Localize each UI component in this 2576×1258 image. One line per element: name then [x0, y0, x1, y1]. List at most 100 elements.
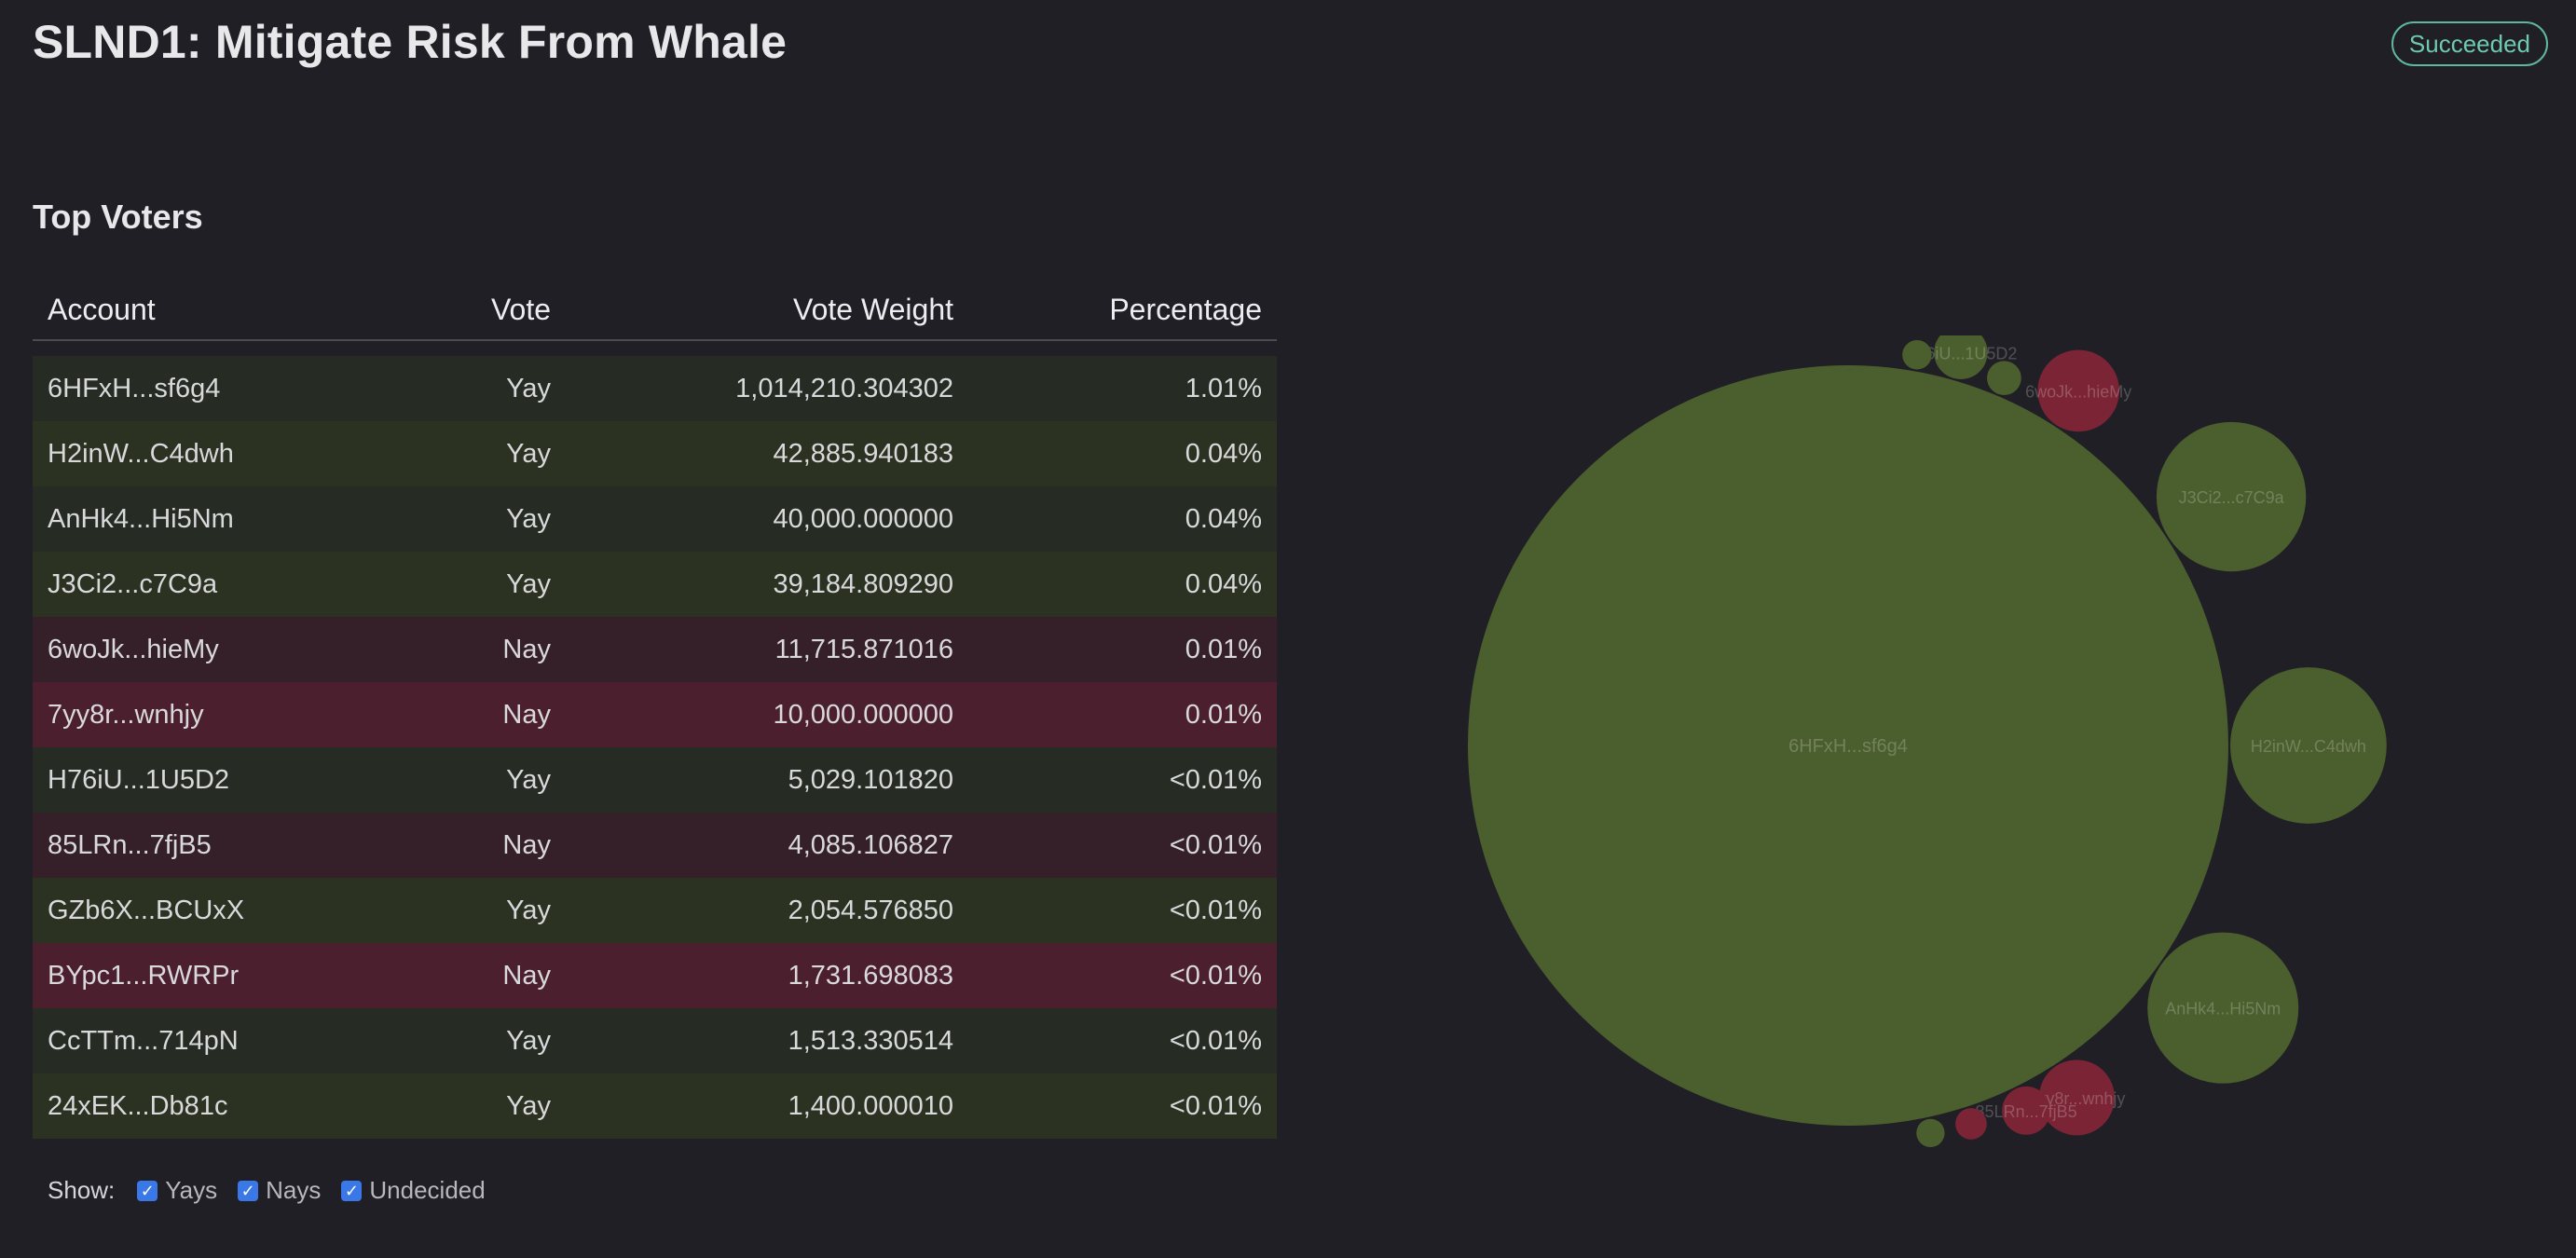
voter-bubble[interactable]: 85LRn...7fjB5: [1976, 1086, 2077, 1135]
cell-account: 6woJk...hieMy: [48, 634, 219, 664]
voter-bubble-circle[interactable]: [2038, 1060, 2115, 1136]
column-header-vote-weight[interactable]: Vote Weight: [793, 292, 953, 326]
filter-label: Show:: [48, 1176, 116, 1204]
voter-bubble[interactable]: 7yy8r...wnhjy: [2028, 1060, 2125, 1136]
cell-vote: Yay: [506, 1090, 551, 1121]
voter-bubble-circle[interactable]: [2230, 667, 2387, 824]
cell-vote: Yay: [506, 1025, 551, 1056]
voter-bubble-circle[interactable]: [1934, 335, 1988, 379]
voter-bubble-circle[interactable]: [1468, 365, 2228, 1126]
voter-bubble[interactable]: [1955, 1108, 1987, 1140]
cell-vote-weight: 4,085.106827: [788, 829, 953, 860]
column-header-percentage[interactable]: Percentage: [1109, 292, 1262, 326]
cell-vote: Yay: [506, 373, 551, 403]
filter-undecided-label: Undecided: [369, 1176, 486, 1204]
voter-bubble[interactable]: [1987, 361, 2021, 396]
checkbox-checked-icon[interactable]: ✓: [341, 1180, 363, 1201]
cell-account: J3Ci2...c7C9a: [48, 568, 218, 599]
cell-account: H2inW...C4dwh: [48, 438, 234, 469]
table-row[interactable]: H2inW...C4dwh Yay 42,885.940183 0.04%: [33, 421, 1277, 486]
cell-vote-weight: 10,000.000000: [773, 699, 953, 730]
table-row[interactable]: AnHk4...Hi5Nm Yay 40,000.000000 0.04%: [33, 486, 1277, 552]
table-row[interactable]: 6HFxH...sf6g4 Yay 1,014,210.304302 1.01%: [33, 356, 1277, 421]
voter-bubble[interactable]: AnHk4...Hi5Nm: [2147, 932, 2299, 1084]
filter-undecided-checkbox[interactable]: ✓ Undecided: [341, 1176, 486, 1205]
voter-bubble-label: J3Ci2...c7C9a: [2179, 488, 2285, 507]
cell-vote: Yay: [506, 438, 551, 469]
cell-vote: Yay: [506, 503, 551, 534]
checkbox-checked-icon[interactable]: ✓: [137, 1180, 158, 1201]
voter-bubble-circle[interactable]: [2147, 932, 2299, 1084]
table-row[interactable]: GZb6X...BCUxX Yay 2,054.576850 <0.01%: [33, 878, 1277, 943]
section-title-top-voters: Top Voters: [33, 198, 203, 236]
voter-bubble-label: 85LRn...7fjB5: [1976, 1102, 2077, 1121]
voter-bubble[interactable]: 6woJk...hieMy: [2025, 349, 2131, 432]
column-header-account[interactable]: Account: [48, 292, 156, 326]
cell-percentage: <0.01%: [1169, 895, 1262, 925]
table-row[interactable]: CcTTm...714pN Yay 1,513.330514 <0.01%: [33, 1008, 1277, 1073]
cell-account: GZb6X...BCUxX: [48, 895, 245, 925]
voter-bubble[interactable]: [1916, 1118, 1945, 1148]
cell-vote-weight: 1,014,210.304302: [735, 373, 953, 403]
voter-bubble-circle[interactable]: [1987, 361, 2021, 396]
table-row[interactable]: H76iU...1U5D2 Yay 5,029.101820 <0.01%: [33, 747, 1277, 813]
cell-account: 6HFxH...sf6g4: [48, 373, 221, 403]
table-row[interactable]: 6woJk...hieMy Nay 11,715.871016 0.01%: [33, 617, 1277, 682]
table-row[interactable]: J3Ci2...c7C9a Yay 39,184.809290 0.04%: [33, 552, 1277, 617]
cell-vote: Nay: [502, 960, 551, 991]
voter-bubble[interactable]: [1902, 339, 1932, 370]
cell-account: 85LRn...7fjB5: [48, 829, 212, 860]
voter-bubble-circle[interactable]: [1902, 339, 1932, 370]
table-row[interactable]: 24xEK...Db81c Yay 1,400.000010 <0.01%: [33, 1073, 1277, 1139]
checkbox-checked-icon[interactable]: ✓: [238, 1180, 259, 1201]
cell-vote: Yay: [506, 895, 551, 925]
cell-percentage: 0.01%: [1185, 634, 1262, 664]
table-row[interactable]: 7yy8r...wnhjy Nay 10,000.000000 0.01%: [33, 682, 1277, 747]
table-row[interactable]: BYpc1...RWRPr Nay 1,731.698083 <0.01%: [33, 943, 1277, 1008]
cell-vote: Yay: [506, 568, 551, 599]
voter-bubble-circle[interactable]: [2037, 349, 2120, 432]
cell-vote: Nay: [502, 829, 551, 860]
cell-percentage: 0.04%: [1185, 438, 1262, 469]
cell-vote-weight: 1,400.000010: [788, 1090, 953, 1121]
top-voters-table: Account Vote Vote Weight Percentage 6HFx…: [33, 280, 1277, 1139]
cell-account: 7yy8r...wnhjy: [48, 699, 204, 730]
table-row[interactable]: 85LRn...7fjB5 Nay 4,085.106827 <0.01%: [33, 813, 1277, 878]
voter-bubble-label: AnHk4...Hi5Nm: [2165, 1000, 2281, 1019]
cell-vote-weight: 1,513.330514: [788, 1025, 953, 1056]
page-title: SLND1: Mitigate Risk From Whale: [33, 16, 788, 68]
filter-yays-checkbox[interactable]: ✓ Yays: [137, 1176, 217, 1205]
filter-yays-label: Yays: [165, 1176, 218, 1204]
filter-nays-label: Nays: [266, 1176, 322, 1204]
voter-bubble-circle[interactable]: [1955, 1108, 1987, 1140]
voter-bubble[interactable]: J3Ci2...c7C9a: [2156, 421, 2307, 572]
cell-percentage: <0.01%: [1169, 1090, 1262, 1121]
status-badge: Succeeded: [2391, 21, 2548, 66]
cell-vote-weight: 2,054.576850: [788, 895, 953, 925]
voter-bubble-circle[interactable]: [2002, 1086, 2050, 1135]
voter-bubble-label: 6HFxH...sf6g4: [1788, 736, 1908, 757]
voter-bubble-label: H76iU...1U5D2: [1904, 344, 2017, 362]
cell-vote-weight: 40,000.000000: [773, 503, 953, 534]
voter-bubble-circle[interactable]: [1916, 1118, 1945, 1148]
cell-vote: Nay: [502, 699, 551, 730]
voter-bubble[interactable]: 6HFxH...sf6g4: [1468, 365, 2228, 1126]
voter-bubble-circle[interactable]: [2156, 421, 2307, 572]
voter-bubble-label: 6woJk...hieMy: [2025, 382, 2131, 401]
cell-vote-weight: 39,184.809290: [773, 568, 953, 599]
vote-filter-bar: Show: ✓ Yays ✓ Nays ✓ Undecided: [48, 1176, 506, 1205]
table-header: Account Vote Vote Weight Percentage: [33, 280, 1277, 341]
voter-bubble[interactable]: H2inW...C4dwh: [2230, 667, 2387, 824]
table-body: 6HFxH...sf6g4 Yay 1,014,210.304302 1.01% H2i…: [33, 356, 1277, 1139]
cell-account: BYpc1...RWRPr: [48, 960, 240, 991]
cell-vote-weight: 1,731.698083: [788, 960, 953, 991]
cell-percentage: <0.01%: [1169, 764, 1262, 795]
voter-bubble-label: H2inW...C4dwh: [2251, 737, 2366, 756]
voter-bubble[interactable]: H76iU...1U5D2: [1904, 335, 2017, 379]
voter-bubble-label: 7yy8r...wnhjy: [2028, 1089, 2125, 1108]
cell-vote-weight: 42,885.940183: [773, 438, 953, 469]
cell-account: CcTTm...714pN: [48, 1025, 239, 1056]
filter-nays-checkbox[interactable]: ✓ Nays: [238, 1176, 321, 1205]
cell-percentage: <0.01%: [1169, 829, 1262, 860]
column-header-vote[interactable]: Vote: [490, 292, 551, 326]
